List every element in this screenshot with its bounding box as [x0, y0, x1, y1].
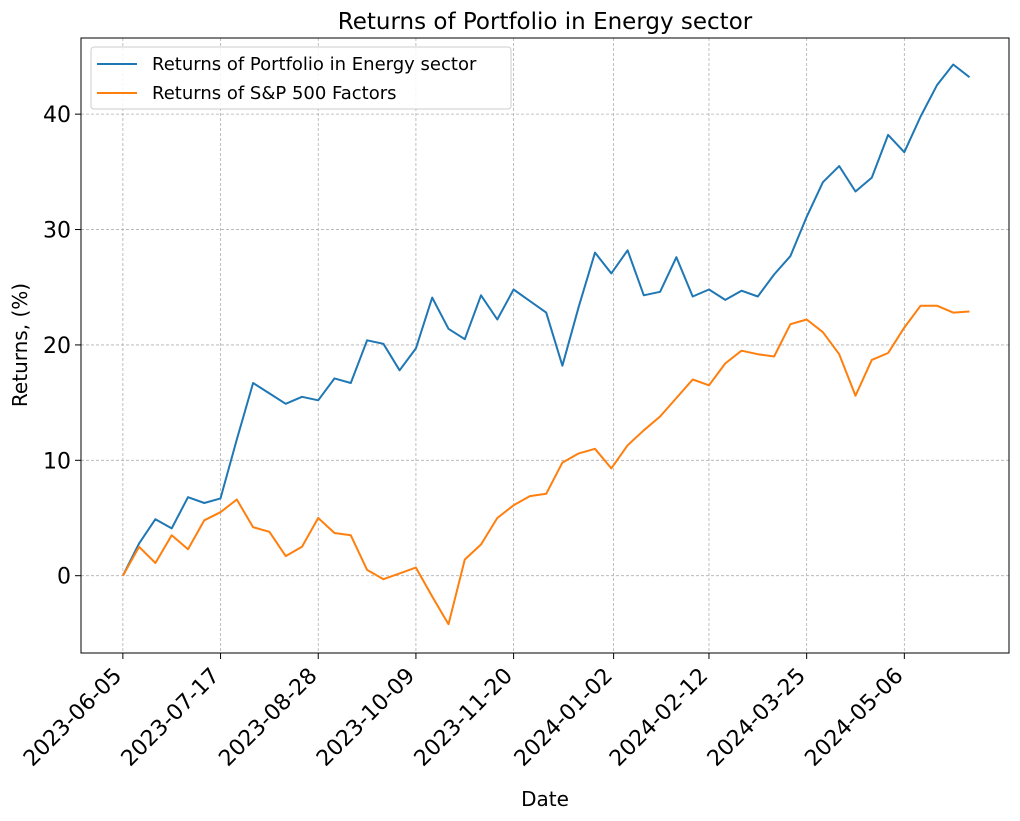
x-tick-label: 2024-01-02 [510, 664, 618, 772]
y-axis: 0 10 20 30 40 [43, 103, 81, 590]
legend: Returns of Portfolio in Energy sector Re… [90, 46, 512, 110]
x-tick-label: 2024-02-12 [605, 664, 713, 772]
y-tick-label: 20 [43, 334, 71, 359]
plot-area [80, 37, 1010, 654]
x-tick-label: 2023-07-17 [117, 664, 225, 772]
series-layer [122, 63, 971, 626]
x-tick-label: 2024-03-25 [703, 664, 811, 772]
x-tick-label: 2024-05-06 [800, 664, 908, 772]
x-tick-label: 2023-11-20 [410, 664, 518, 772]
y-axis-label: Returns, (%) [8, 283, 32, 407]
y-tick-label: 40 [43, 103, 71, 128]
legend-box [90, 46, 512, 110]
series-line-portfolio [122, 63, 971, 577]
y-tick-label: 10 [43, 449, 71, 474]
y-tick-label: 0 [57, 565, 71, 590]
x-tick-label: 2023-10-09 [312, 664, 420, 772]
x-axis-label: Date [521, 787, 569, 811]
x-tick-label: 2023-08-28 [214, 664, 322, 772]
legend-label-sp500: Returns of S&P 500 Factors [152, 83, 397, 104]
series-line-sp500 [122, 304, 970, 626]
x-tick-label: 2023-06-05 [19, 664, 127, 772]
chart-title: Returns of Portfolio in Energy sector [338, 9, 753, 35]
x-axis: 2023-06-052023-07-172023-08-282023-10-09… [19, 653, 909, 772]
legend-label-portfolio: Returns of Portfolio in Energy sector [152, 54, 477, 75]
y-tick-label: 30 [43, 219, 71, 244]
grid [81, 38, 1009, 653]
